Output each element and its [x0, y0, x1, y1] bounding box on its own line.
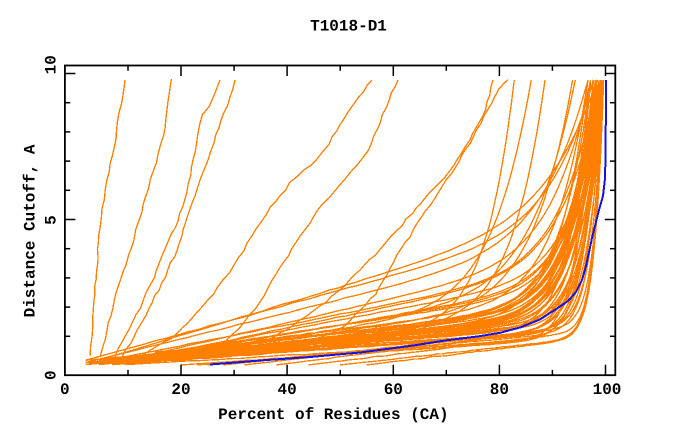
svg-text:20: 20 [171, 381, 190, 399]
svg-text:Distance Cutoff, A: Distance Cutoff, A [22, 144, 40, 317]
svg-text:80: 80 [490, 381, 509, 399]
svg-text:40: 40 [277, 381, 296, 399]
svg-text:100: 100 [593, 381, 622, 399]
svg-text:T1018-D1: T1018-D1 [310, 18, 387, 36]
svg-text:0: 0 [60, 381, 70, 399]
svg-text:10: 10 [43, 55, 61, 74]
svg-text:60: 60 [384, 381, 403, 399]
svg-text:0: 0 [43, 370, 61, 380]
svg-text:Percent of Residues (CA): Percent of Residues (CA) [218, 406, 448, 424]
svg-text:5: 5 [43, 215, 61, 225]
